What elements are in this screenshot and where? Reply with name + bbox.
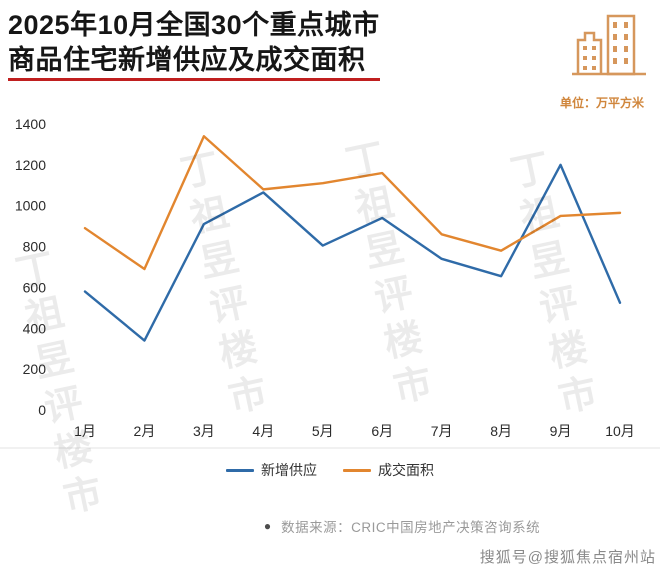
svg-text:800: 800	[23, 239, 47, 255]
svg-text:7月: 7月	[431, 423, 453, 439]
line-chart: 0 200 400 600 800 1000 1200 1400 1月 2月 3月 4月 5月 6月 7月 8…	[0, 110, 660, 455]
transaction-area-line-swatch	[343, 468, 371, 472]
svg-text:9月: 9月	[550, 423, 572, 439]
svg-text:8月: 8月	[490, 423, 512, 439]
page-title: 2025年10月全国30个重点城市 商品住宅新增供应及成交面积	[8, 8, 380, 82]
legend-label: 成交面积	[378, 462, 434, 478]
svg-text:200: 200	[23, 361, 47, 377]
legend-label: 新增供应	[261, 462, 317, 478]
svg-text:5月: 5月	[312, 423, 334, 439]
svg-text:4月: 4月	[252, 423, 274, 439]
new-supply-line-swatch	[226, 468, 254, 472]
title-line-1: 2025年10月全国30个重点城市	[8, 10, 380, 40]
svg-text:400: 400	[23, 320, 47, 336]
title-line-2: 商品住宅新增供应及成交面积	[8, 45, 366, 76]
svg-text:10月: 10月	[605, 423, 635, 439]
svg-text:1月: 1月	[74, 423, 96, 439]
chart-canvas: 0 200 400 600 800 1000 1200 1400 1月 2月 3月 4月 5月 6月 7月 8…	[0, 116, 660, 449]
buildings-icon	[572, 14, 646, 76]
svg-text:600: 600	[23, 279, 47, 295]
svg-text:0: 0	[38, 402, 46, 418]
svg-text:3月: 3月	[193, 423, 215, 439]
data-source-text: 数据来源：CRIC中国房地产决策咨询系统	[281, 520, 541, 535]
legend-item-transaction-area: 成交面积	[343, 460, 434, 480]
svg-text:6月: 6月	[371, 423, 393, 439]
svg-text:1400: 1400	[15, 116, 46, 132]
legend-item-new-supply: 新增供应	[226, 460, 317, 480]
svg-text:1200: 1200	[15, 157, 46, 173]
unit-label: 单位：万平方米	[559, 96, 644, 110]
svg-text:1000: 1000	[15, 198, 46, 214]
data-source-row: ● 数据来源：CRIC中国房地产决策咨询系统	[72, 516, 660, 536]
bullet-icon: ●	[263, 519, 272, 533]
svg-text:2月: 2月	[134, 423, 156, 439]
sohu-account-watermark: 搜狐号@搜狐焦点宿州站	[479, 549, 656, 566]
chart-legend: 新增供应 成交面积	[0, 460, 660, 480]
